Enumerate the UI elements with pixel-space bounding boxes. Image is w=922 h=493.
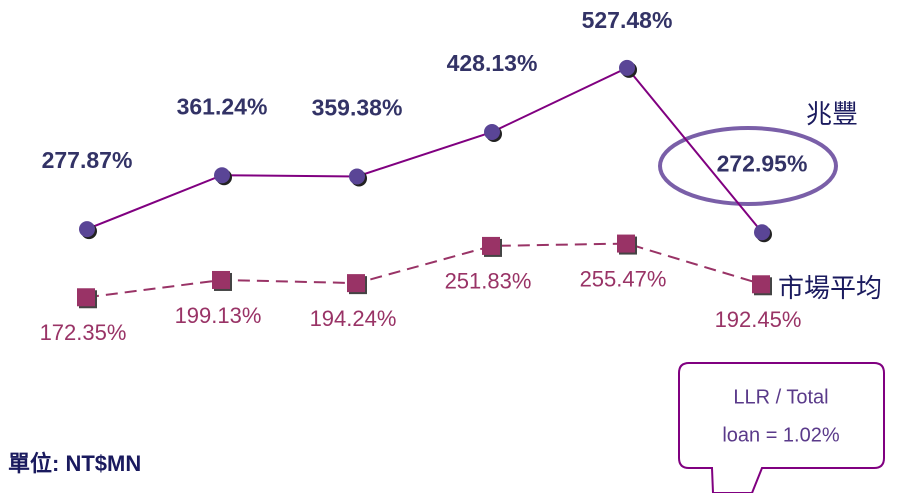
- highlight-ellipse: [658, 126, 838, 206]
- marker: [79, 221, 95, 238]
- marker: [349, 168, 365, 185]
- unit-note: 單位: NT$MN: [8, 451, 141, 476]
- data-label: 172.35%: [40, 320, 127, 345]
- data-label: 192.45%: [715, 307, 802, 332]
- data-label: 527.48%: [582, 7, 673, 33]
- series-line: [86, 66, 763, 233]
- data-label: 194.24%: [310, 306, 397, 331]
- callout-text: loan = 1.02%: [722, 424, 840, 446]
- data-label: 272.95%: [717, 150, 808, 176]
- marker: [752, 275, 770, 294]
- data-label: 361.24%: [177, 93, 268, 119]
- data-label: 277.87%: [42, 147, 133, 173]
- data-label: 428.13%: [447, 50, 538, 76]
- marker: [212, 270, 230, 289]
- marker: [482, 236, 500, 255]
- data-label: 359.38%: [312, 95, 403, 121]
- callout-box: [678, 362, 885, 493]
- marker: [619, 59, 635, 76]
- marker: [617, 234, 635, 253]
- data-label: 199.13%: [175, 303, 262, 328]
- marker: [347, 274, 365, 293]
- data-label: 251.83%: [445, 269, 532, 294]
- marker: [77, 288, 95, 307]
- marker: [484, 124, 500, 141]
- data-label: 255.47%: [580, 266, 667, 291]
- marker: [754, 224, 770, 241]
- callout-text: LLR / Total: [733, 386, 828, 408]
- series-name: 市場平均: [778, 273, 882, 303]
- series-name: 兆豐: [806, 99, 858, 129]
- marker: [214, 167, 230, 184]
